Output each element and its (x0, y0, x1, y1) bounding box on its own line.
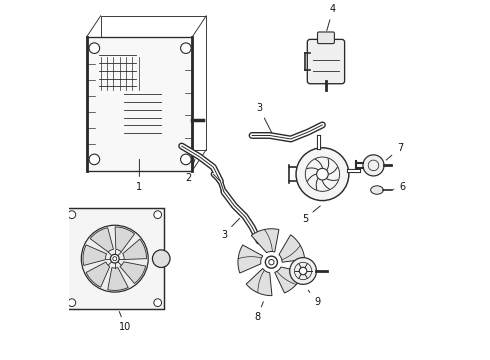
Polygon shape (87, 37, 192, 171)
Polygon shape (115, 227, 135, 252)
Text: 10: 10 (119, 312, 131, 332)
Text: 2: 2 (186, 159, 195, 183)
Circle shape (317, 168, 328, 180)
Polygon shape (90, 228, 114, 252)
Polygon shape (66, 208, 164, 309)
Text: 4: 4 (327, 4, 336, 31)
Polygon shape (83, 245, 107, 265)
Text: 1: 1 (136, 159, 143, 192)
Circle shape (363, 155, 384, 176)
Polygon shape (279, 235, 305, 262)
Text: 3: 3 (256, 103, 272, 133)
Polygon shape (238, 245, 263, 273)
Circle shape (296, 148, 349, 201)
Polygon shape (122, 239, 147, 260)
Circle shape (81, 225, 148, 292)
Ellipse shape (370, 186, 383, 194)
Polygon shape (120, 262, 146, 284)
Circle shape (181, 154, 191, 165)
Text: 5: 5 (302, 206, 320, 224)
Circle shape (154, 299, 162, 306)
Polygon shape (246, 269, 272, 296)
Text: 9: 9 (308, 290, 320, 307)
Text: 7: 7 (386, 143, 403, 160)
Circle shape (154, 211, 162, 219)
Circle shape (68, 211, 75, 219)
Circle shape (181, 43, 191, 53)
Circle shape (299, 267, 307, 275)
Circle shape (110, 254, 119, 263)
Polygon shape (108, 267, 128, 291)
Text: 6: 6 (393, 182, 405, 192)
Circle shape (89, 154, 99, 165)
Text: 8: 8 (254, 302, 263, 322)
Polygon shape (86, 262, 110, 287)
Circle shape (266, 256, 277, 268)
FancyBboxPatch shape (307, 39, 344, 84)
Circle shape (290, 258, 317, 284)
FancyBboxPatch shape (318, 32, 334, 44)
Circle shape (68, 299, 75, 306)
Polygon shape (275, 267, 303, 293)
Polygon shape (251, 229, 279, 253)
Text: 3: 3 (221, 219, 240, 239)
Circle shape (152, 250, 170, 267)
Circle shape (89, 43, 99, 53)
